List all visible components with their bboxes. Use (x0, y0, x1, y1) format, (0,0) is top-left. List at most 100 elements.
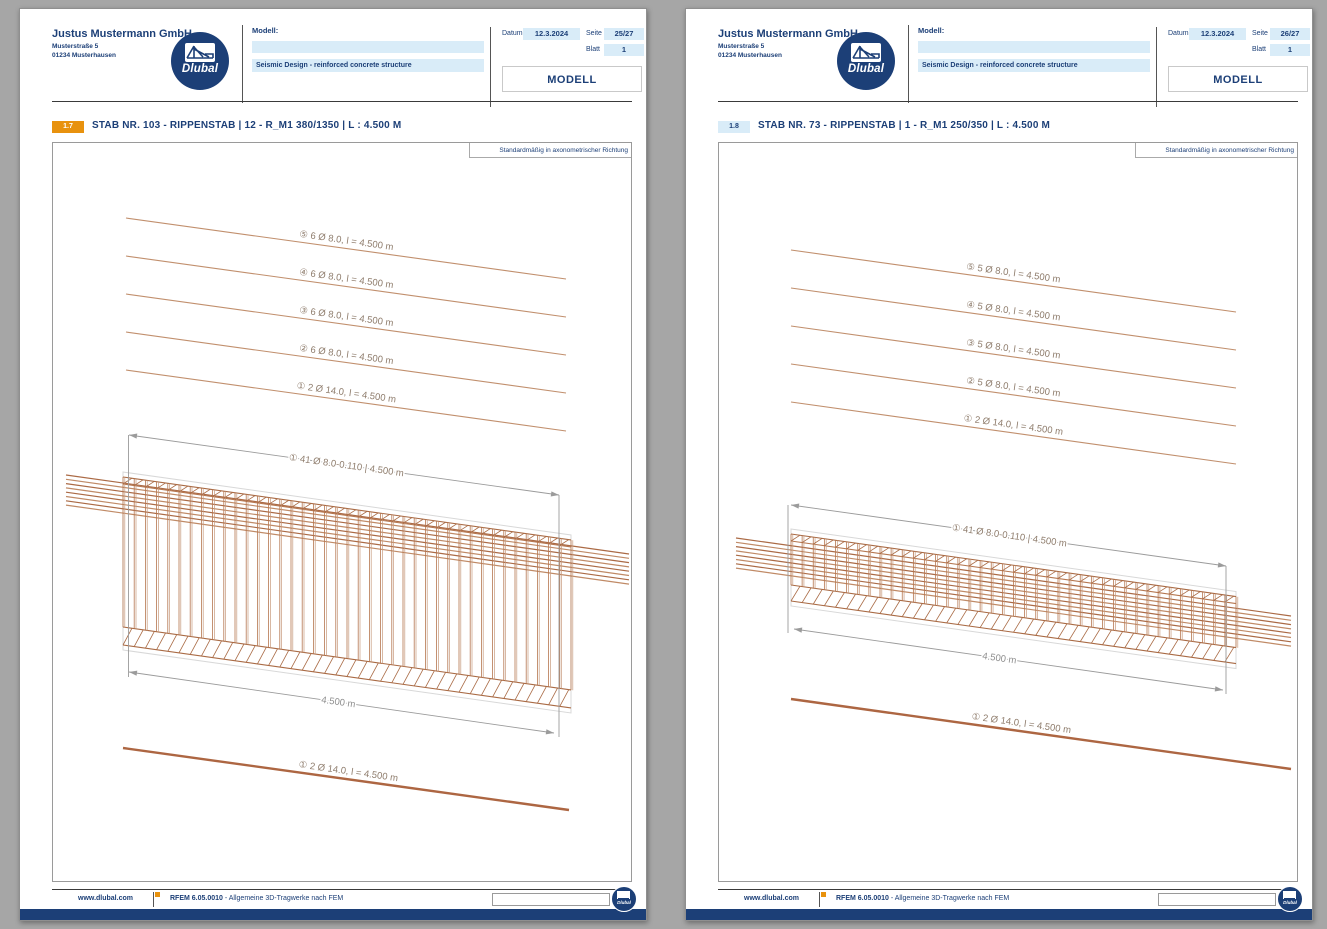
reinforcement-drawing: ⑤ 5 Ø 8.0, l = 4.500 m ④ 5 Ø 8.0, l = 4.5… (735, 249, 1292, 771)
hatch-top (879, 547, 890, 554)
dimension-arrow (1214, 686, 1223, 692)
model-label: Modell: (918, 26, 945, 35)
hatch-bottom (324, 656, 334, 674)
header-divider-2 (490, 27, 491, 107)
hatch-top (313, 504, 323, 512)
hatch-bottom (245, 645, 256, 663)
hatch-top (201, 488, 211, 496)
section-title: STAB NR. 73 - RIPPENSTAB | 1 - R_M1 250/… (758, 120, 1051, 131)
view-direction-note: Standardmäßig in axonometrischer Richtun… (1135, 143, 1297, 158)
hatch-top (324, 506, 334, 513)
position-bar-line (790, 287, 1237, 351)
hatch-top (1035, 569, 1045, 576)
dimension-arrow (1217, 562, 1226, 568)
hatch-bottom (257, 646, 267, 665)
website-link[interactable]: www.dlubal.com (78, 895, 133, 902)
hatch-bottom (1124, 632, 1135, 649)
hatch-bottom (313, 654, 323, 672)
model-value-field (252, 41, 484, 53)
date-label: Datum (502, 30, 523, 37)
hatch-top (1113, 580, 1123, 587)
hatch-top (559, 539, 570, 546)
hatch-top (1091, 577, 1101, 584)
hatch-bottom (946, 607, 957, 624)
dimension-arrow (129, 433, 138, 439)
position-bar-label: ② 5 Ø 8.0, l = 4.500 m (966, 375, 1062, 399)
hatch-bottom (1079, 626, 1090, 642)
hatch-bottom (1146, 636, 1157, 652)
longitudinal-bar (65, 487, 630, 568)
bottom-rebar-line (790, 697, 1292, 771)
hatch-bottom (879, 598, 890, 614)
footer-empty-box (1158, 893, 1276, 906)
view-direction-note: Standardmäßig in axonometrischer Richtun… (469, 143, 631, 158)
hatch-bottom (178, 635, 189, 654)
sheet-label: Blatt (1252, 46, 1267, 53)
hatch-bottom (481, 678, 491, 696)
hatch-bottom (290, 651, 301, 669)
program-name: RFEM 6.05.0010 (170, 895, 223, 902)
hatch-bottom (1202, 643, 1212, 660)
footer-navy-bar (20, 909, 646, 920)
hatch-bottom (1057, 623, 1068, 639)
dimension-line (793, 628, 1224, 691)
footer-dlubal-logo: Dlubal (1277, 886, 1303, 912)
hatch-bottom (1024, 618, 1034, 635)
mini-bridge-deck (618, 892, 629, 899)
hatch-bottom (223, 642, 234, 660)
modell-box: MODELL (502, 66, 642, 92)
dlubal-logo: Dlubal (171, 32, 229, 90)
hatch-bottom (503, 681, 514, 699)
bridge-icon (851, 43, 881, 62)
hatch-bottom (201, 639, 211, 657)
hatch-bottom (1091, 628, 1101, 644)
dimension-line (128, 671, 555, 734)
hatch-bottom (279, 650, 290, 668)
hatch-bottom (212, 640, 222, 658)
hatch-top (458, 525, 469, 532)
longitudinal-bar (65, 491, 630, 572)
hatch-bottom (492, 679, 502, 698)
bridge-icon (185, 43, 215, 62)
stirrup-spacing-label: ① 41 Ø 8.0-0.110 | 4.500 m (951, 523, 1067, 550)
footer-navy-bar (686, 909, 1312, 920)
hatch-top (1024, 567, 1034, 575)
hatch-bottom (402, 667, 413, 685)
length-dimension-label: 4.500 m (321, 695, 357, 711)
model-value-field (918, 41, 1150, 53)
hatch-bottom (525, 684, 536, 702)
hatch-top (413, 518, 424, 526)
hatch-top (167, 484, 178, 491)
length-dimension-label: 4.500 m (982, 651, 1018, 667)
hatch-bottom (824, 590, 834, 606)
dimension-arrow (545, 729, 554, 735)
company-address-line2: 01234 Musterhausen (718, 52, 782, 59)
hatch-top (1002, 564, 1012, 572)
hatch-top (924, 553, 934, 561)
website-link[interactable]: www.dlubal.com (744, 895, 799, 902)
hatch-top (1202, 592, 1212, 600)
hatch-bottom (436, 672, 446, 690)
header-divider-1 (908, 25, 909, 103)
stirrup-spacing-label: ① 41 Ø 8.0-0.110 | 4.500 m (288, 452, 404, 479)
hatch-bottom (1068, 625, 1079, 641)
hatch-top (835, 541, 845, 548)
bottom-rebar-line (122, 746, 570, 812)
hatch-bottom (346, 659, 357, 677)
hatch-top (1191, 591, 1201, 598)
hatch-bottom (990, 614, 1001, 630)
hatch-top (481, 528, 491, 535)
company-address-line1: Musterstraße 5 (718, 43, 765, 50)
hatch-bottom (1102, 629, 1112, 645)
hatch-bottom (133, 629, 144, 647)
position-bar-line (790, 401, 1237, 465)
date-value: 12.3.2024 (523, 28, 580, 40)
hatch-bottom (1002, 615, 1012, 631)
date-label: Datum (1168, 30, 1189, 37)
hatch-bottom (868, 596, 879, 613)
hatch-top (1013, 566, 1023, 573)
hatch-top (968, 559, 979, 567)
date-value: 12.3.2024 (1189, 28, 1246, 40)
section-number-badge: 1.8 (718, 121, 750, 133)
page-number-label: Seite (586, 30, 602, 37)
